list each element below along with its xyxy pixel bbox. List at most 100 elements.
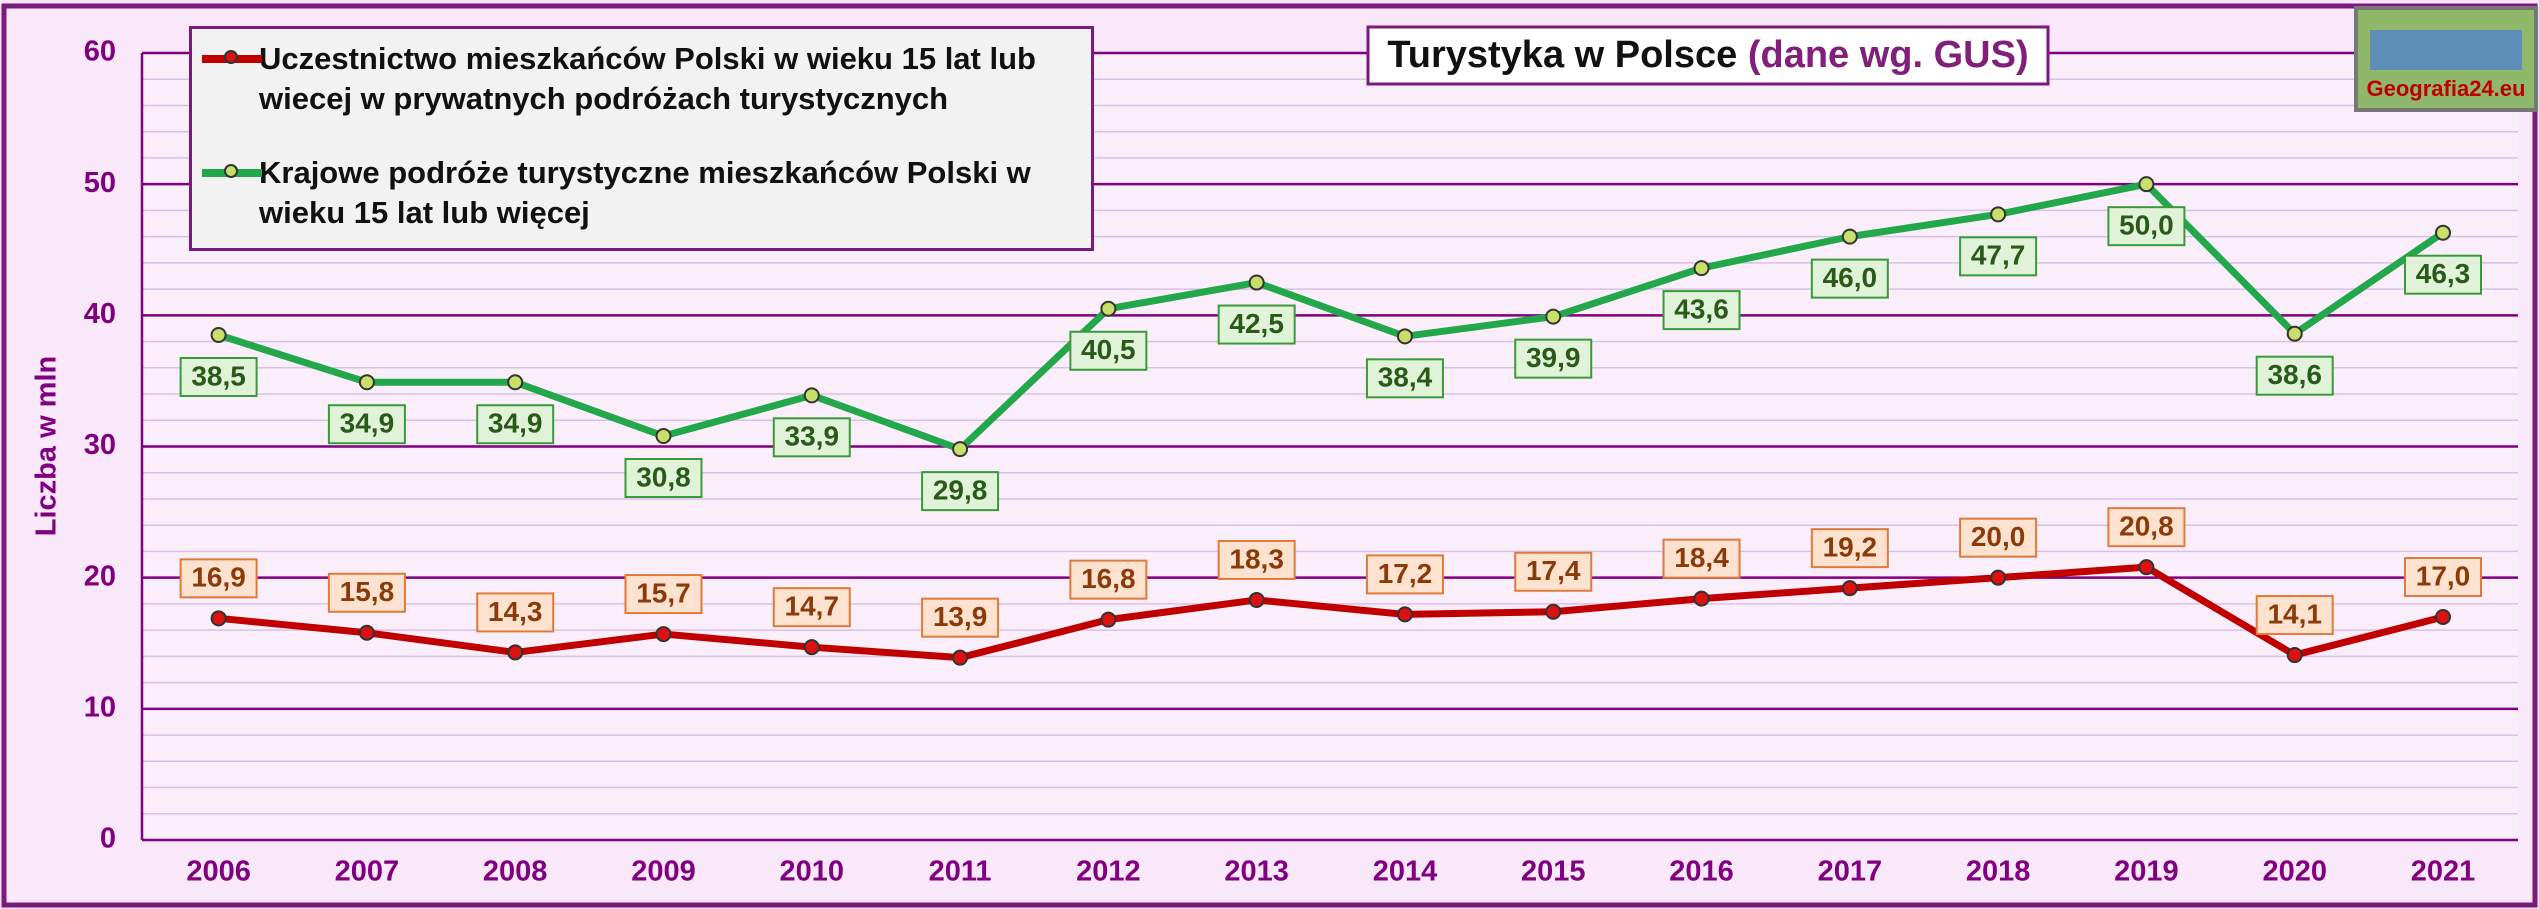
- value-label-box: [1662, 538, 1741, 579]
- point: [358, 624, 375, 641]
- y-tick-label: 10: [84, 691, 116, 723]
- subtitle: (dane wg. GUS): [1748, 34, 2029, 76]
- value-label: 34,9: [340, 408, 395, 439]
- x-tick-label: 2020: [2262, 856, 2327, 888]
- value-label: 50,0: [2119, 210, 2174, 241]
- point: [1693, 590, 1710, 607]
- title-box: [1366, 25, 2050, 86]
- value-label-box: [179, 357, 258, 398]
- value-label-box: [1365, 554, 1444, 595]
- x-tick-label: 2014: [1373, 856, 1438, 888]
- legend-entry: Krajowe podróże turystyczne mieszkańców …: [259, 155, 1031, 230]
- value-label: 38,6: [2267, 359, 2322, 390]
- value-label: 20,8: [2119, 511, 2174, 542]
- value-label: 15,8: [340, 576, 395, 607]
- value-label-box: [179, 558, 258, 599]
- point: [358, 374, 375, 391]
- value-label-box: [1217, 304, 1296, 345]
- x-tick-label: 2021: [2411, 856, 2476, 888]
- point: [507, 644, 524, 661]
- value-label: 39,9: [1526, 342, 1581, 373]
- x-tick-label: 2016: [1669, 856, 1734, 888]
- value-label: 33,9: [785, 421, 840, 452]
- value-label: 16,9: [191, 562, 246, 593]
- title-main: Turystyka w Polsce: [1387, 34, 1737, 76]
- x-tick-label: 2013: [1224, 856, 1289, 888]
- x-tick-label: 2010: [780, 856, 845, 888]
- value-label-box: [921, 471, 1000, 512]
- value-label: 34,9: [488, 408, 543, 439]
- x-tick-label: 2009: [631, 856, 696, 888]
- value-label-box: [921, 597, 1000, 638]
- point: [803, 639, 820, 656]
- point: [803, 387, 820, 404]
- series-line: [217, 180, 2445, 453]
- y-tick-label: 20: [84, 560, 116, 592]
- y-axis-label: Liczba w mln: [31, 356, 63, 536]
- point: [507, 374, 524, 391]
- point: [1396, 328, 1413, 345]
- point: [655, 626, 672, 643]
- title: Turystyka w Polsce (dane wg. GUS): [1387, 34, 2028, 76]
- value-label-box: [2404, 557, 2482, 598]
- value-label-box: [1514, 338, 1593, 379]
- point: [2286, 325, 2303, 342]
- point: [1248, 274, 1265, 291]
- value-label-box: [772, 417, 851, 458]
- point: [2138, 559, 2155, 576]
- value-label: 17,0: [2416, 560, 2471, 591]
- value-label: 47,7: [1971, 240, 2026, 271]
- x-tick-label: 2008: [483, 856, 548, 888]
- value-label-box: [327, 572, 406, 613]
- point: [655, 428, 672, 445]
- value-label: 14,7: [785, 591, 840, 622]
- marks: 16,9 15,8 14,3 15,7 14,7 13,9 16,8 18,3 17,2 17,4…: [179, 176, 2482, 666]
- value-label-box: [1662, 290, 1741, 331]
- point: [2286, 647, 2303, 664]
- y-tick-label: 50: [84, 167, 116, 199]
- value-label-box: [327, 404, 406, 445]
- y-tick-label: 0: [100, 823, 116, 855]
- value-label-box: [2255, 355, 2334, 396]
- value-label-box: [2255, 595, 2334, 636]
- y-tick-label: 30: [84, 429, 116, 461]
- value-label: 14,3: [488, 596, 543, 627]
- legend-key: [202, 50, 262, 64]
- value-label: 16,8: [1081, 563, 1136, 594]
- x-tick-label: 2019: [2114, 856, 2179, 888]
- point: [1545, 308, 1562, 325]
- value-label: 18,3: [1229, 543, 1284, 574]
- x-tick-label: 2015: [1521, 856, 1586, 888]
- legend-key: [202, 164, 262, 178]
- legend-marker: [224, 164, 238, 178]
- point: [210, 327, 227, 344]
- value-label-box: [1959, 236, 2038, 277]
- series-line: [218, 563, 2444, 662]
- point: [2435, 609, 2451, 626]
- value-label: 17,4: [1526, 555, 1581, 586]
- point: [2138, 176, 2155, 193]
- value-label: 38,4: [1378, 362, 1433, 393]
- value-label: 14,1: [2267, 598, 2322, 629]
- value-label-box: [476, 592, 555, 633]
- point: [1100, 611, 1117, 628]
- value-label-box: [2404, 254, 2482, 295]
- value-label-box: [1810, 258, 1889, 299]
- value-label: 30,8: [636, 461, 691, 492]
- point: [1693, 260, 1710, 277]
- value-label-box: [476, 404, 555, 445]
- point: [2435, 224, 2451, 241]
- x-tick-label: 2007: [335, 856, 400, 888]
- point: [1545, 603, 1562, 620]
- point: [1396, 606, 1413, 623]
- value-label: 20,0: [1971, 521, 2026, 552]
- y-tick-label: 40: [84, 298, 116, 330]
- legend-marker: [224, 50, 238, 64]
- value-label-box: [1959, 517, 2038, 558]
- value-label-box: [772, 587, 851, 628]
- point: [952, 441, 969, 458]
- point: [1990, 569, 2007, 586]
- value-label: 29,8: [933, 475, 988, 506]
- value-label: 46,3: [2416, 258, 2471, 289]
